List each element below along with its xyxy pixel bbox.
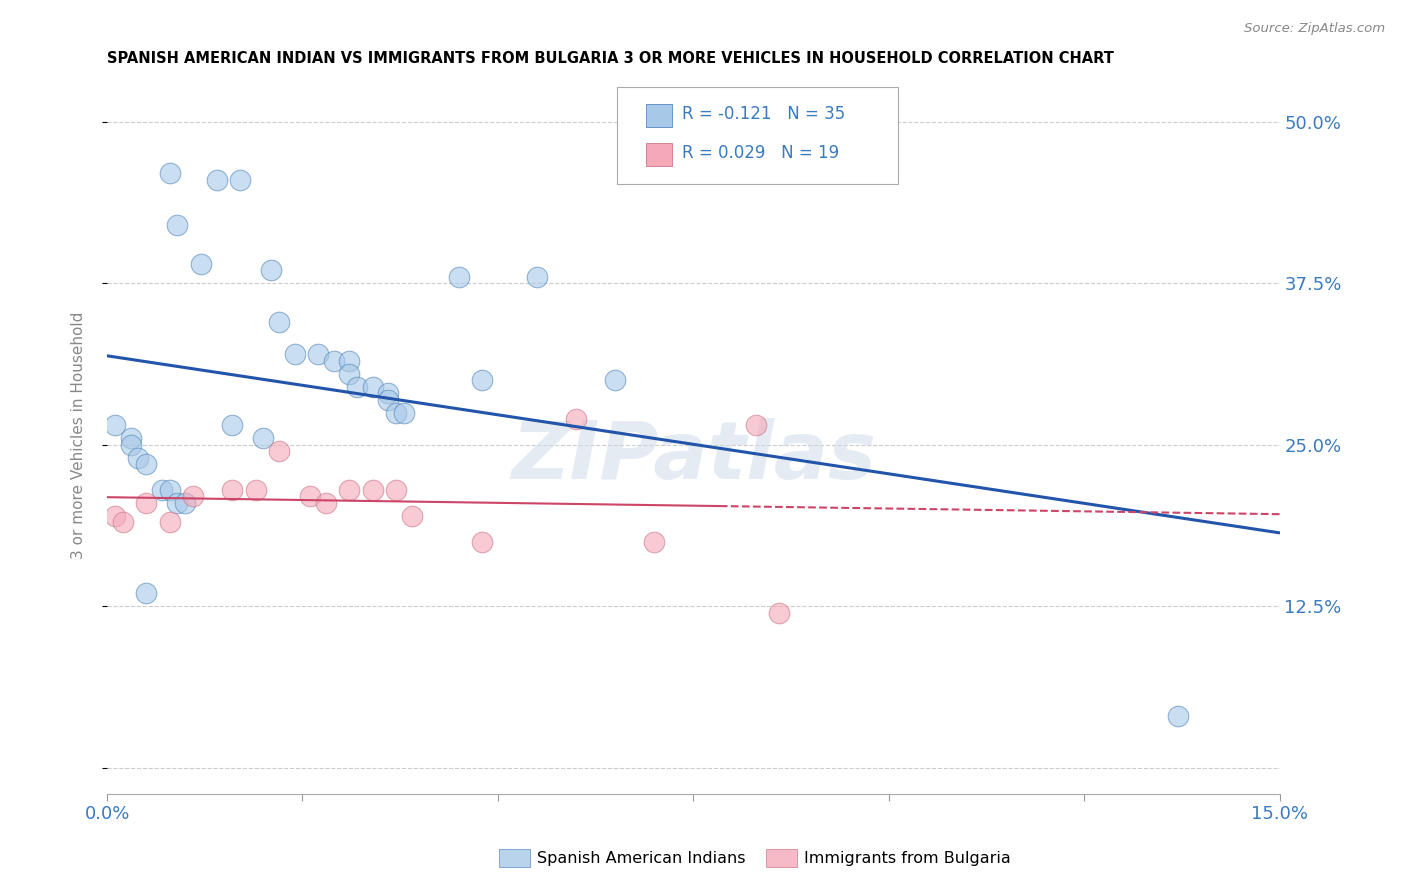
FancyBboxPatch shape: [647, 103, 672, 127]
Point: [120, 438, 142, 452]
Point: [135, 457, 157, 471]
Point: [166, 218, 188, 232]
Point: [135, 496, 157, 510]
Point: [471, 373, 494, 387]
Point: [392, 405, 415, 419]
Point: [337, 483, 360, 497]
Point: [221, 483, 243, 497]
Point: [159, 166, 181, 180]
Point: [768, 606, 790, 620]
Text: ZIPatlas: ZIPatlas: [510, 417, 876, 496]
Point: [401, 508, 423, 523]
Point: [150, 483, 173, 497]
Point: [337, 367, 360, 381]
Point: [377, 386, 399, 401]
Point: [245, 483, 267, 497]
Point: [377, 392, 399, 407]
Point: [284, 347, 307, 361]
Point: [745, 418, 768, 433]
Point: [174, 496, 197, 510]
Point: [385, 483, 408, 497]
Point: [1167, 709, 1189, 723]
Point: [190, 257, 212, 271]
Point: [229, 173, 252, 187]
Point: [166, 496, 188, 510]
Point: [159, 516, 181, 530]
Text: SPANISH AMERICAN INDIAN VS IMMIGRANTS FROM BULGARIA 3 OR MORE VEHICLES IN HOUSEH: SPANISH AMERICAN INDIAN VS IMMIGRANTS FR…: [107, 51, 1114, 66]
Point: [252, 431, 274, 445]
Point: [361, 483, 384, 497]
Point: [643, 534, 665, 549]
Point: [135, 586, 157, 600]
Point: [605, 373, 627, 387]
Point: [322, 354, 344, 368]
Point: [315, 496, 337, 510]
Y-axis label: 3 or more Vehicles in Household: 3 or more Vehicles in Household: [72, 311, 86, 558]
Point: [471, 534, 494, 549]
Point: [337, 354, 360, 368]
FancyBboxPatch shape: [617, 87, 898, 184]
FancyBboxPatch shape: [647, 144, 672, 166]
Point: [111, 516, 134, 530]
Point: [565, 412, 588, 426]
Text: R = 0.029   N = 19: R = 0.029 N = 19: [682, 145, 839, 162]
Text: R = -0.121   N = 35: R = -0.121 N = 35: [682, 105, 845, 123]
Point: [307, 347, 329, 361]
Point: [221, 418, 243, 433]
Text: Immigrants from Bulgaria: Immigrants from Bulgaria: [804, 851, 1011, 865]
Point: [526, 269, 548, 284]
Point: [267, 444, 290, 458]
Point: [267, 315, 290, 329]
Point: [205, 173, 228, 187]
Point: [181, 490, 204, 504]
Point: [361, 379, 384, 393]
Point: [299, 490, 322, 504]
Point: [104, 508, 127, 523]
Text: Spanish American Indians: Spanish American Indians: [537, 851, 745, 865]
Point: [104, 418, 127, 433]
Text: Source: ZipAtlas.com: Source: ZipAtlas.com: [1244, 22, 1385, 36]
Point: [447, 269, 470, 284]
Point: [346, 379, 368, 393]
Point: [127, 450, 149, 465]
Point: [385, 405, 408, 419]
Point: [260, 263, 283, 277]
Point: [120, 431, 142, 445]
Point: [159, 483, 181, 497]
